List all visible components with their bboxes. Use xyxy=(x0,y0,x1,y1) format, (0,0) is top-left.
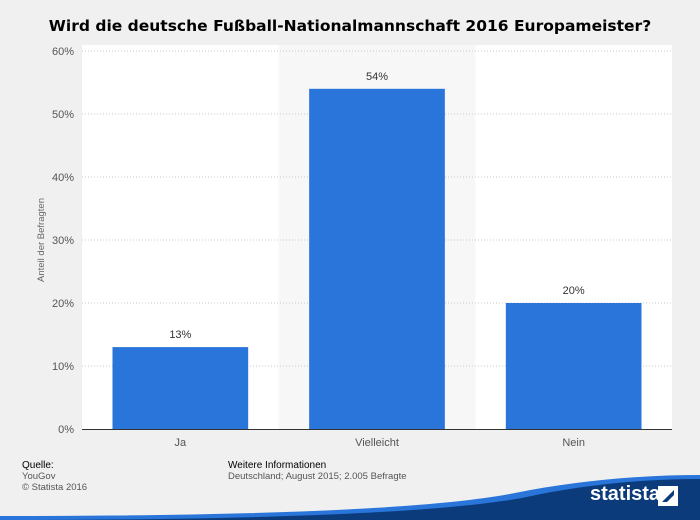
y-tick-label: 40% xyxy=(52,172,74,184)
bar xyxy=(505,303,642,429)
y-tick-label: 60% xyxy=(52,46,74,58)
source-name: YouGov xyxy=(22,471,56,482)
info-heading: Weitere Informationen xyxy=(228,460,327,471)
y-tick-label: 10% xyxy=(52,361,74,373)
x-tick-label: Vielleicht xyxy=(355,437,399,449)
bar xyxy=(309,88,445,430)
bar-chart: 0% 10% 20% 30% 40% 50% 60% Anteil der Befragten… xyxy=(36,45,672,449)
y-tick-label: 50% xyxy=(52,109,74,121)
brand-logo-text: statista xyxy=(590,483,661,505)
bar-value-label: 54% xyxy=(366,71,388,83)
bar xyxy=(112,347,249,429)
chart-title: Wird die deutsche Fußball-Nationalmannsc… xyxy=(48,17,652,35)
source-block: Quelle: YouGov © Statista 2016 xyxy=(22,460,87,493)
brand-wave xyxy=(0,475,700,520)
y-tick-label: 20% xyxy=(52,298,74,310)
bar-value-label: 20% xyxy=(563,285,585,297)
info-block: Weitere Informationen Deutschland; Augus… xyxy=(228,460,407,482)
y-tick-label: 30% xyxy=(52,235,74,247)
bar-value-label: 13% xyxy=(169,329,191,341)
y-tick-label: 0% xyxy=(58,424,74,436)
source-heading: Quelle: xyxy=(22,460,54,471)
x-tick-label: Ja xyxy=(175,437,188,449)
y-axis-title: Anteil der Befragten xyxy=(36,198,47,282)
x-tick-label: Nein xyxy=(562,437,585,449)
statista-logo-icon xyxy=(658,486,678,506)
info-text: Deutschland; August 2015; 2.005 Befragte xyxy=(228,471,407,482)
copyright: © Statista 2016 xyxy=(22,482,88,493)
